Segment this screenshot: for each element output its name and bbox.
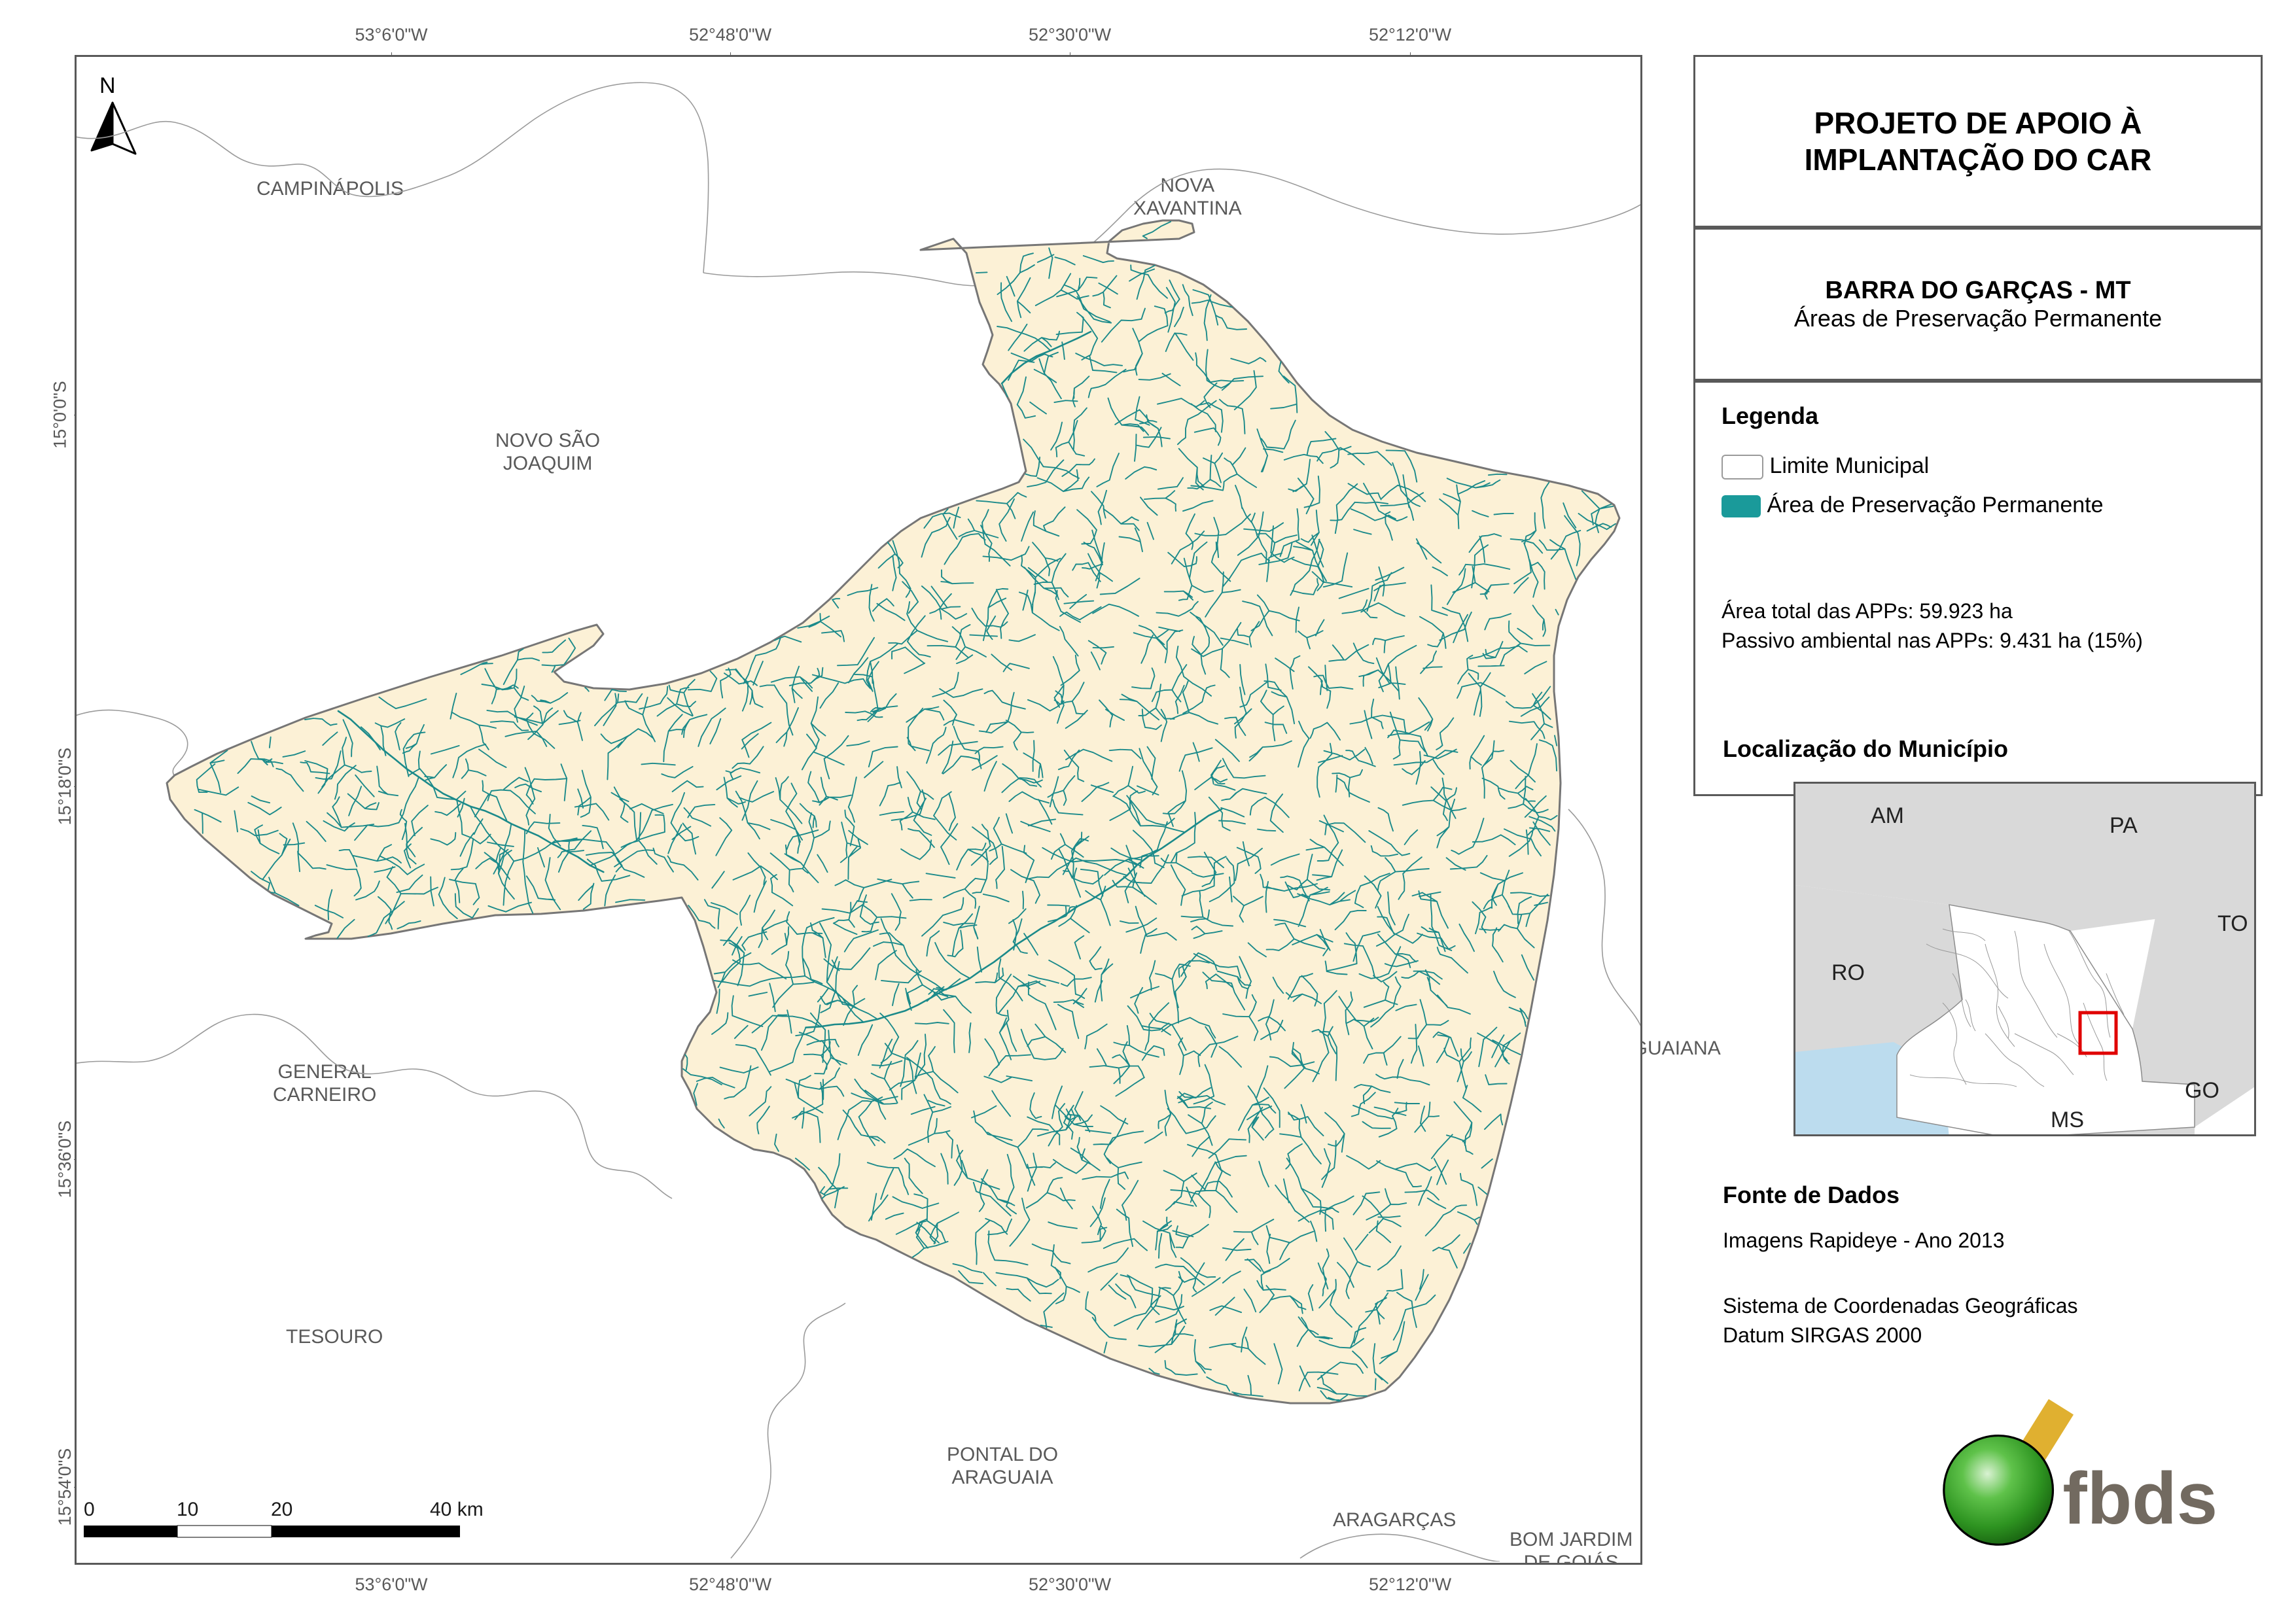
svg-text:TO: TO (2217, 911, 2248, 936)
svg-text:fbds: fbds (2062, 1457, 2217, 1539)
svg-text:RO: RO (1831, 960, 1865, 985)
svg-text:MS: MS (2051, 1108, 2084, 1132)
svg-text:AM: AM (1871, 803, 1904, 828)
svg-text:PA: PA (2110, 813, 2138, 838)
svg-text:GO: GO (2185, 1078, 2219, 1103)
